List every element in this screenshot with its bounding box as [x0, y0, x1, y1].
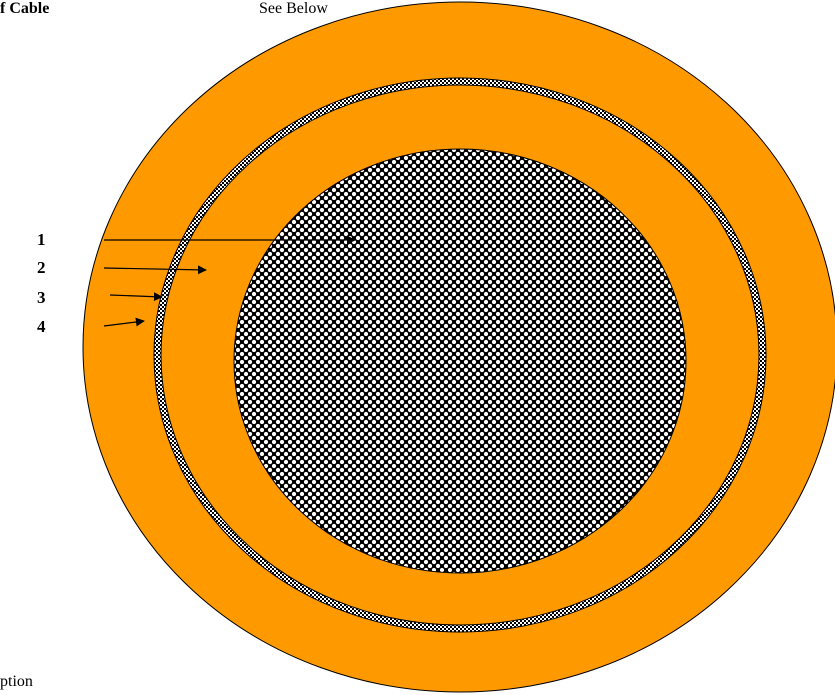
title-label: f Cable	[0, 0, 49, 18]
title-bold: Cable	[9, 0, 50, 17]
title-prefix: f	[0, 0, 10, 17]
layer-label-2: 2	[37, 258, 46, 277]
layer-label-1: 1	[37, 230, 46, 249]
caption-label: ption	[0, 673, 33, 690]
layer-label-4: 4	[37, 317, 46, 336]
pointer-arrow-3	[109, 292, 163, 302]
see-below-label: See Below	[259, 0, 328, 17]
conductor-core	[233, 148, 687, 574]
pointer-arrow-4	[103, 317, 145, 327]
layer-label-3: 3	[37, 288, 46, 307]
pointer-arrow-2	[103, 265, 207, 275]
